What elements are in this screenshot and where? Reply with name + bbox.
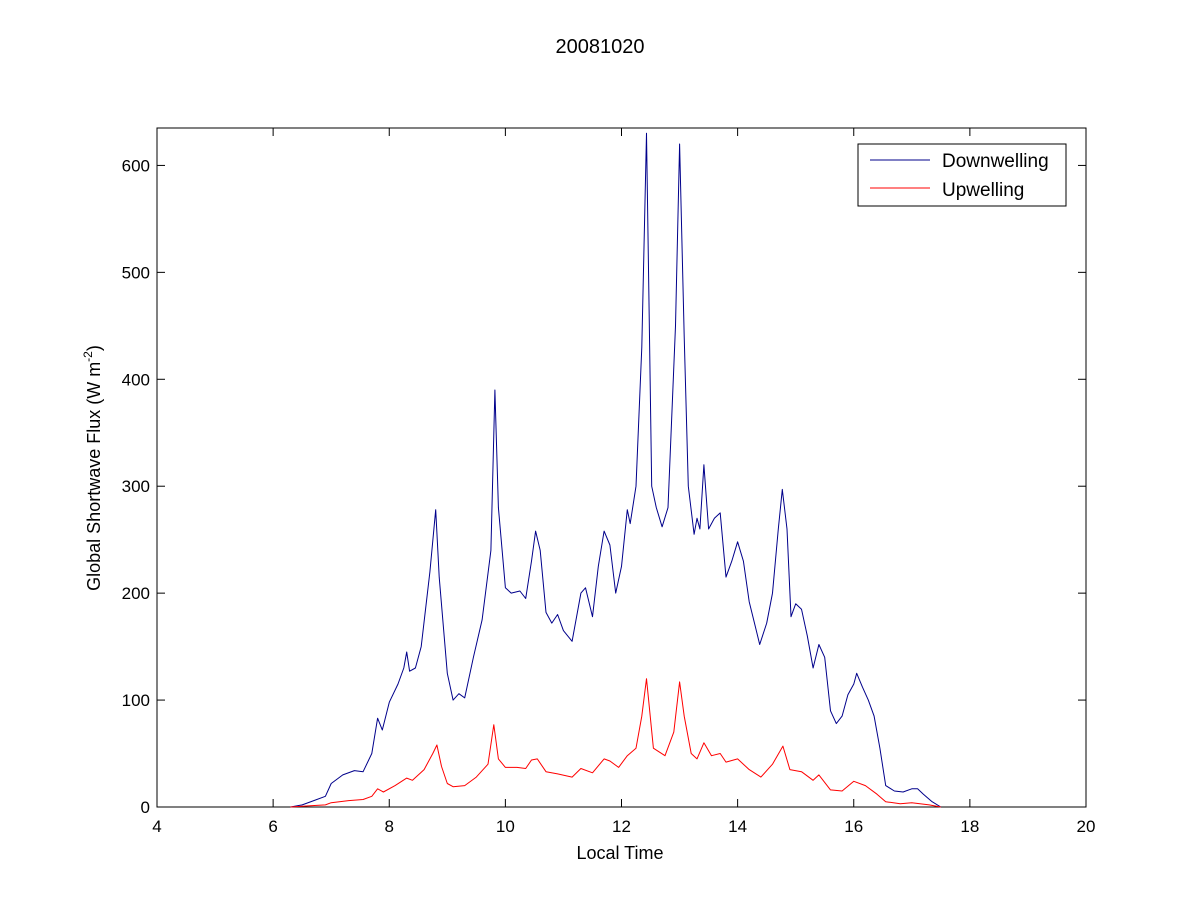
x-tick-label: 10 [496, 817, 515, 836]
y-tick-label: 100 [122, 691, 150, 710]
legend-box [857, 143, 1067, 207]
x-tick-label: 20 [1077, 817, 1096, 836]
y-tick-label: 200 [122, 584, 150, 603]
x-tick-label: 14 [728, 817, 747, 836]
y-axis-label-superscript: -2 [81, 351, 95, 362]
series-line-upwelling [290, 678, 941, 808]
x-tick-label: 8 [385, 817, 394, 836]
y-tick-label: 400 [122, 370, 150, 389]
y-axis-label-close: ) [84, 345, 104, 351]
series-layer [290, 132, 942, 808]
y-axis-ticks: 0 100 200 300 400 500 600 [122, 156, 1086, 817]
series-line-downwelling [290, 132, 942, 808]
y-axis-label-main: Global Shortwave Flux (W m [84, 362, 104, 591]
x-tick-label: 16 [844, 817, 863, 836]
x-axis-label: Local Time [576, 843, 663, 863]
x-tick-label: 6 [268, 817, 277, 836]
legend-label-upwelling: Upwelling [942, 180, 1024, 201]
plot-area: 4 6 8 10 12 14 16 18 20 0 100 200 300 400 500 600 [122, 127, 1095, 836]
x-tick-label: 18 [960, 817, 979, 836]
y-tick-label: 300 [122, 477, 150, 496]
chart-title: 20081020 [556, 36, 645, 58]
x-tick-label: 4 [152, 817, 161, 836]
y-tick-label: 600 [122, 156, 150, 175]
plot-frame [156, 127, 1087, 808]
x-axis-ticks: 4 6 8 10 12 14 16 18 20 [152, 128, 1095, 836]
x-tick-label: 12 [612, 817, 631, 836]
y-axis-label: Global Shortwave Flux (W m-2) [81, 345, 104, 591]
y-tick-label: 0 [141, 798, 150, 817]
legend-label-downwelling: Downwelling [942, 151, 1049, 172]
y-tick-label: 500 [122, 263, 150, 282]
legend: Downwelling Upwelling [857, 143, 1067, 207]
